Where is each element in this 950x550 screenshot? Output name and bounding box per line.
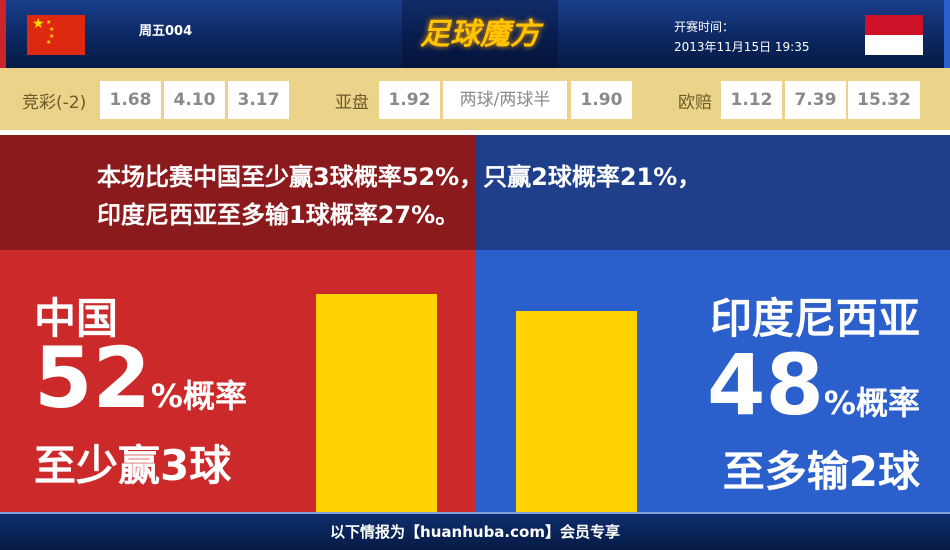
odds-bar: 竞彩(-2) 1.68 4.10 3.17 亚盘 1.92 两球/两球半 1.9… — [0, 68, 950, 130]
home-percent: 52%概率 — [34, 333, 247, 441]
away-percent-value: 48 — [707, 336, 824, 434]
yapan-label: 亚盘 — [335, 93, 369, 113]
summary-line: 本场比赛中国至少赢3球概率52%，只赢2球概率21%， — [97, 163, 702, 191]
oupei-odd: 1.12 — [721, 81, 782, 119]
banner-right — [476, 135, 950, 250]
home-outcome: 至少赢3球 — [34, 441, 232, 490]
oupei-odd: 7.39 — [785, 81, 846, 119]
oupei-label: 欧赔 — [678, 93, 712, 113]
home-team-name: 中国 — [34, 294, 119, 343]
jingcai-odd: 1.68 — [100, 81, 161, 119]
prediction-summary: 本场比赛中国至少赢3球概率52%，只赢2球概率21%， 印度尼西亚至多输1球概率… — [97, 158, 701, 234]
kickoff-label: 开赛时间： — [674, 20, 735, 34]
away-probability-bar — [516, 310, 637, 512]
logo: 足球魔方 — [402, 0, 558, 68]
jingcai-label: 竞彩(-2) — [22, 93, 87, 113]
summary-line: 印度尼西亚至多输1球概率27%。 — [97, 201, 460, 229]
home-percent-value: 52 — [34, 329, 151, 427]
jingcai-odd: 4.10 — [164, 81, 225, 119]
banner-left — [0, 135, 476, 250]
divider — [0, 130, 950, 135]
yapan-handicap: 两球/两球半 — [443, 81, 567, 119]
indonesia-flag-icon — [865, 15, 923, 55]
away-percent: 48%概率 — [707, 340, 920, 448]
away-percent-suffix: %概率 — [823, 384, 920, 422]
member-footer[interactable]: 以下情报为【huanhuba.com】会员专享 — [0, 512, 950, 550]
home-probability-bar — [316, 294, 437, 512]
yapan-odd: 1.90 — [571, 81, 632, 119]
china-flag-icon: ★ ★ ★ ★ ★ — [27, 15, 85, 55]
away-team-name: 印度尼西亚 — [709, 294, 920, 343]
oupei-odd: 15.32 — [848, 81, 920, 119]
jingcai-odd: 3.17 — [228, 81, 289, 119]
kickoff-time: 2013年11月15日 19:35 — [674, 40, 810, 54]
match-header: ★ ★ ★ ★ ★ 周五004 足球魔方 开赛时间： 2013年11月15日 19:35 — [0, 0, 950, 68]
match-number: 周五004 — [139, 24, 193, 39]
away-outcome: 至多输2球 — [722, 447, 920, 496]
yapan-odd: 1.92 — [379, 81, 440, 119]
home-percent-suffix: %概率 — [150, 377, 247, 415]
